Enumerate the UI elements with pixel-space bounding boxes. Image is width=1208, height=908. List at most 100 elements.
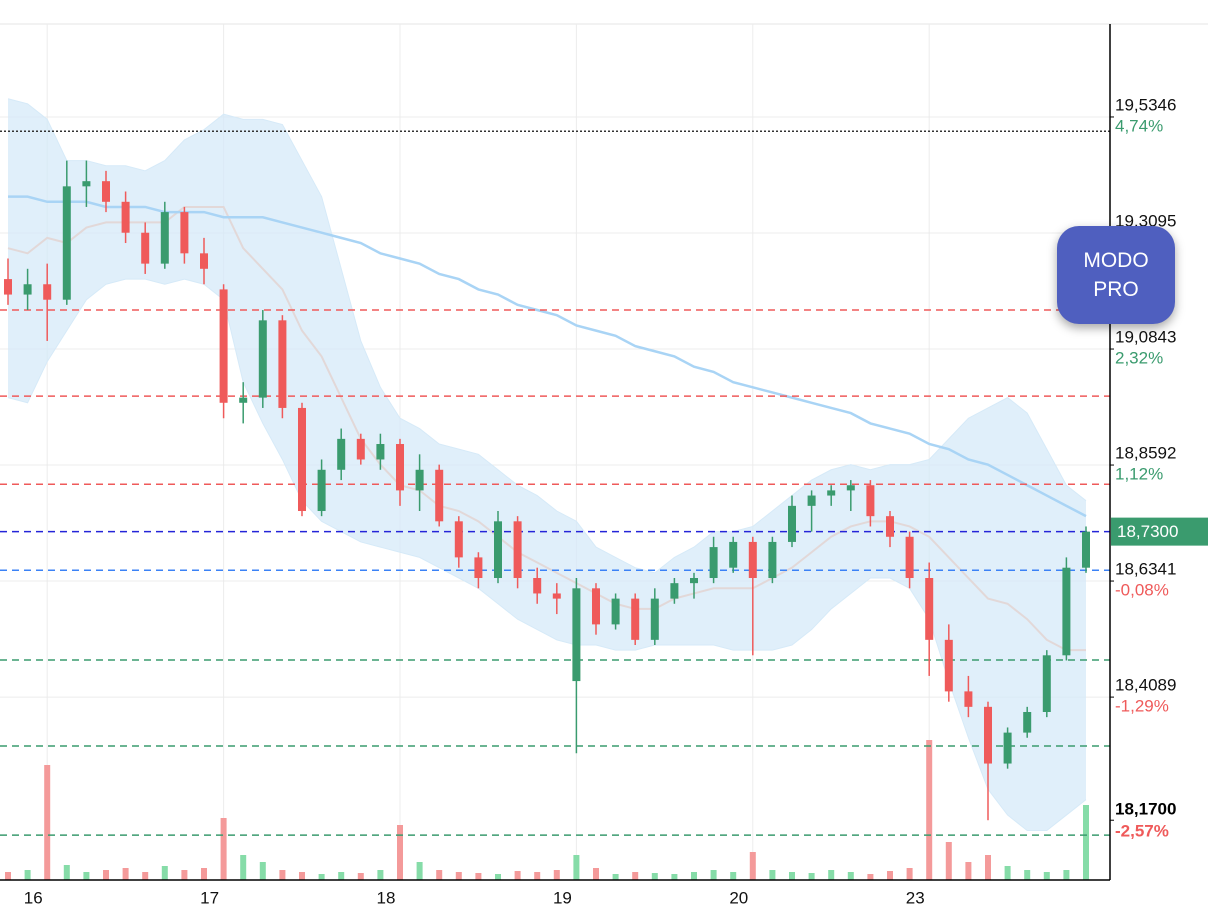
volume-bar xyxy=(867,874,874,880)
candle-body xyxy=(1042,655,1051,712)
candle-body xyxy=(1082,531,1090,568)
volume-bar xyxy=(985,855,991,880)
candle-body xyxy=(944,639,953,692)
volume-bar xyxy=(945,842,952,880)
volume-bar xyxy=(122,868,129,880)
volume-bar xyxy=(691,872,697,880)
candle-body xyxy=(729,541,738,568)
candle-body xyxy=(709,547,718,579)
candle-body xyxy=(356,438,365,460)
candle-body xyxy=(611,598,620,625)
candle-body xyxy=(200,253,208,269)
y-tick-label: 18,8592 xyxy=(1115,444,1176,463)
band-fill xyxy=(8,98,1086,831)
x-tick-label: 18 xyxy=(377,888,396,907)
volume-bar xyxy=(1043,872,1050,880)
volume xyxy=(5,740,1089,880)
low-marker-label: 18,1700 xyxy=(1115,800,1176,819)
volume-bar xyxy=(965,862,972,880)
candle-body xyxy=(905,536,914,579)
last-price-box xyxy=(1111,517,1208,546)
candle-body xyxy=(690,578,698,584)
volume-bar xyxy=(808,873,815,880)
volume-bar xyxy=(632,872,639,880)
candle-body xyxy=(160,212,169,264)
volume-bar xyxy=(377,870,384,880)
volume-bar xyxy=(1004,866,1011,880)
volume-bar xyxy=(749,852,756,880)
volume-bar xyxy=(534,872,541,880)
volume-bar xyxy=(416,862,423,880)
x-tick-label: 19 xyxy=(553,888,572,907)
candle-body xyxy=(239,397,248,403)
volume-bar xyxy=(338,872,345,880)
top-bar xyxy=(0,0,1208,24)
band-middle xyxy=(7,205,1086,652)
volume-bar xyxy=(455,872,462,880)
volume-bar xyxy=(279,870,286,880)
axes: 19,53464,74%19,30953,53%19,08432,32%18,8… xyxy=(0,24,1208,907)
volume-bar xyxy=(24,870,31,880)
candle-body xyxy=(337,438,346,470)
volume-bar xyxy=(475,873,482,880)
candle-body xyxy=(513,521,522,579)
candle-body xyxy=(533,578,542,594)
candle-body xyxy=(572,588,581,682)
volume-bar xyxy=(240,855,247,880)
volume-bar xyxy=(83,872,90,880)
candle-body xyxy=(925,578,934,640)
volume-bar xyxy=(220,818,227,880)
volume-bar xyxy=(828,870,835,880)
y-tick-label: 19,3095 xyxy=(1115,211,1176,230)
y-percent-label: -0,08% xyxy=(1115,581,1169,600)
volume-bar xyxy=(397,825,403,880)
candle-body xyxy=(886,516,894,537)
x-tick-label: 20 xyxy=(729,888,748,907)
volume-bar xyxy=(1063,870,1070,880)
x-tick-label: 23 xyxy=(906,888,925,907)
volume-bar xyxy=(318,874,325,880)
candle-body xyxy=(454,521,463,558)
candle-body xyxy=(1023,711,1032,733)
candle-body xyxy=(102,181,110,202)
candle-body xyxy=(298,407,306,512)
x-tick-label: 16 xyxy=(24,888,43,907)
low-marker-percent: -2,57% xyxy=(1115,822,1169,841)
volume-bar xyxy=(906,868,913,880)
candle-body xyxy=(278,320,287,408)
candle-body xyxy=(846,485,855,491)
volume-bar xyxy=(710,870,717,880)
volume-bar xyxy=(1024,870,1031,880)
candle-body xyxy=(435,469,444,522)
candle-body xyxy=(748,541,757,579)
volume-bar xyxy=(553,870,560,880)
volume-bar xyxy=(847,872,854,880)
volume-bar xyxy=(299,872,305,880)
candle-body xyxy=(827,490,836,496)
candle-body xyxy=(474,557,483,579)
candle-body xyxy=(82,181,91,187)
candle-body xyxy=(670,583,679,599)
levels xyxy=(0,130,1110,836)
candle-body xyxy=(43,284,52,300)
candle-body xyxy=(866,485,875,517)
candle-body xyxy=(631,598,640,640)
volume-bar xyxy=(5,872,11,880)
candle-body xyxy=(984,706,992,764)
candle-body xyxy=(396,444,404,491)
last-price-label: 18,7300 xyxy=(1117,522,1178,541)
y-tick-label: 18,6341 xyxy=(1115,560,1176,579)
volume-bar xyxy=(887,871,893,880)
candle-body xyxy=(1062,567,1071,656)
modo-pro-button[interactable]: MODO PRO xyxy=(1057,226,1175,324)
volume-bar xyxy=(436,870,443,880)
volume-bar xyxy=(1083,805,1089,880)
candle-body xyxy=(121,201,130,233)
volume-bar xyxy=(671,874,678,880)
candle-body xyxy=(180,212,189,254)
candle-body xyxy=(415,469,424,491)
candle-body xyxy=(768,541,777,579)
volume-bar xyxy=(103,870,109,880)
